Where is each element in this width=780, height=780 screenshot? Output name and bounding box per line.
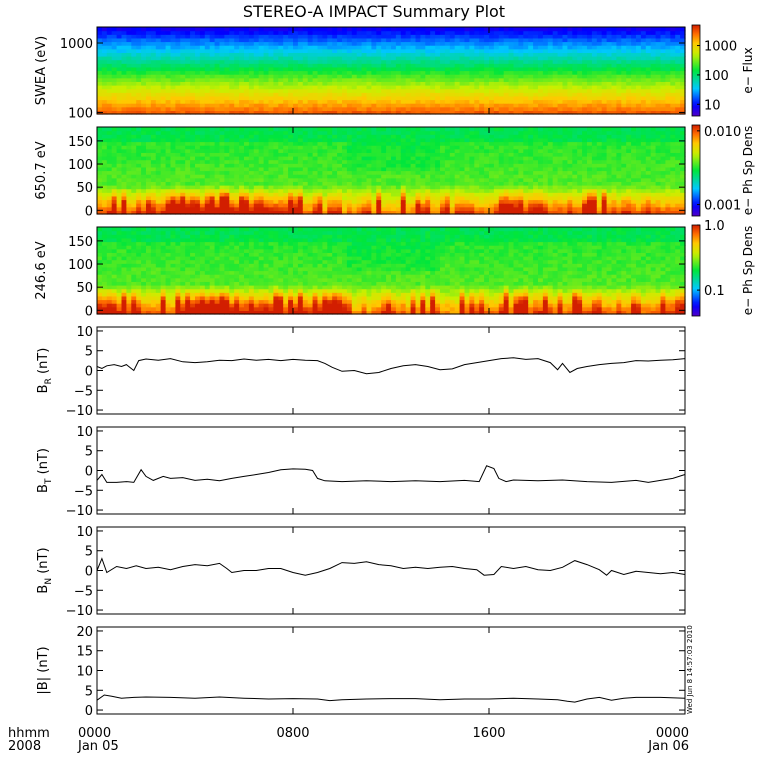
- y-tick-label: 20: [76, 625, 93, 640]
- y-tick-label: −10: [66, 404, 93, 419]
- y-tick-label: 0: [85, 465, 93, 480]
- colorbar-label: e− Flux: [741, 47, 755, 93]
- y-tick-label: 150: [68, 235, 93, 250]
- y-tick-label: 15: [76, 645, 93, 660]
- colorbar-tick-label: 100: [704, 69, 729, 84]
- time-axis-corner-label: 2008: [8, 739, 41, 754]
- y-tick-label: 0: [85, 704, 93, 719]
- y-axis-label: 246.6 eV: [34, 241, 49, 299]
- colorbar: [691, 24, 701, 117]
- y-axis-label: |B| (nT): [36, 646, 51, 694]
- time-axis-corner-label: hhmm: [8, 726, 50, 741]
- y-axis-label-main: B: [36, 384, 51, 393]
- line-panel-2: −10 −5 0 5 10 BT (nT): [36, 425, 686, 519]
- y-axis-label: SWEA (eV): [34, 36, 49, 105]
- y-tick-label: 0: [85, 204, 93, 219]
- y-tick-label: 100: [68, 258, 93, 273]
- y-tick-label: 0: [85, 365, 93, 380]
- y-tick-label: 150: [68, 135, 93, 150]
- series-line: [96, 694, 686, 703]
- y-axis-label-unit: (nT): [36, 646, 51, 676]
- y-axis-label-unit: (nT): [36, 348, 51, 378]
- colorbar-tick-label: 1.0: [704, 219, 725, 234]
- panel-frame: [96, 526, 686, 615]
- colorbar-tick-label: 0.1: [704, 284, 725, 299]
- series-line: [96, 465, 686, 483]
- y-tick-label: 10: [76, 425, 93, 440]
- y-tick-label: 50: [76, 181, 93, 196]
- line-panel-4: 0 5 10 15 20 |B| (nT): [36, 625, 686, 719]
- y-tick-label: −5: [74, 384, 93, 399]
- y-tick-label: 1000: [60, 37, 93, 52]
- y-tick-label: 0: [85, 565, 93, 580]
- colorbar-tick-label: 10: [704, 98, 721, 113]
- colorbar: [691, 224, 701, 317]
- series-line: [96, 357, 686, 375]
- line-panel-3: −10 −5 0 5 10 BN (nT): [36, 525, 686, 619]
- y-tick-label: 5: [85, 445, 93, 460]
- panel-frame: [96, 626, 686, 715]
- y-tick-label: −10: [66, 504, 93, 519]
- y-axis-label-main: B: [36, 585, 51, 594]
- colorbar-label: e− Ph Sp Dens: [741, 126, 755, 215]
- y-tick-label: 100: [68, 106, 93, 121]
- y-tick-label: 10: [76, 665, 93, 680]
- y-axis-label-sub: T: [44, 478, 54, 485]
- colorbar-label: e− Ph Sp Dens: [741, 226, 755, 315]
- timestamp: Wed Jun 8 14:57:03 2010: [686, 625, 694, 714]
- x-tick-label: 0000: [78, 726, 111, 741]
- panel-frame: [96, 326, 686, 415]
- y-axis-label-main: B: [36, 484, 51, 493]
- y-tick-label: −5: [74, 584, 93, 599]
- colorbar-tick-label: 1000: [704, 40, 737, 55]
- panel-frame: [96, 226, 686, 315]
- colorbar: [691, 124, 701, 217]
- spectrogram-panel-2: 0 50 100 150 650.7 eV 0.001 0.010 e− Ph Sp Dens: [34, 124, 755, 219]
- y-axis-label-main: |B|: [36, 677, 51, 695]
- y-tick-label: 10: [76, 325, 93, 340]
- y-tick-label: 10: [76, 525, 93, 540]
- y-axis-label: 650.7 eV: [34, 141, 49, 199]
- series-line: [96, 557, 686, 576]
- panel-frame: [96, 126, 686, 215]
- colorbar-tick-label: 0.010: [704, 125, 741, 140]
- x-tick-label: 0000: [656, 726, 689, 741]
- spectrogram-cells: [97, 27, 686, 115]
- spectrogram-cells: [97, 227, 686, 315]
- x-tick-label: 0800: [276, 726, 309, 741]
- spectrogram-panel-3: 0 50 100 150 246.6 eV 0.1 1.0 e− Ph Sp Dens: [34, 219, 755, 319]
- panel-frame: [96, 26, 686, 115]
- y-tick-label: 5: [85, 684, 93, 699]
- y-tick-label: 50: [76, 281, 93, 296]
- x-tick-sublabel: Jan 05: [77, 739, 119, 754]
- y-tick-label: 5: [85, 345, 93, 360]
- y-tick-label: −10: [66, 604, 93, 619]
- colorbar-tick-label: 0.001: [704, 199, 741, 214]
- y-tick-label: 0: [85, 304, 93, 319]
- x-tick-label: 1600: [472, 726, 505, 741]
- y-axis-label-unit: (nT): [36, 448, 51, 478]
- y-axis-label: BR (nT): [36, 348, 54, 394]
- plot-title: STEREO-A IMPACT Summary Plot: [243, 2, 505, 21]
- y-axis-label: BT (nT): [36, 448, 54, 493]
- spectrogram-cells: [97, 127, 686, 215]
- line-panel-1: −10 −5 0 5 10 BR (nT): [36, 325, 686, 419]
- y-tick-label: −5: [74, 484, 93, 499]
- x-tick-sublabel: Jan 06: [647, 739, 689, 754]
- y-axis-label-sub: N: [44, 578, 54, 585]
- y-tick-label: 5: [85, 545, 93, 560]
- spectrogram-panel-1: 100 1000 SWEA (eV) 10 100 1000 e− Flux: [34, 24, 755, 121]
- y-axis-label-unit: (nT): [36, 547, 51, 577]
- panel-frame: [96, 426, 686, 515]
- y-tick-label: 100: [68, 158, 93, 173]
- y-axis-label: BN (nT): [36, 547, 54, 593]
- y-axis-label-sub: R: [44, 378, 54, 384]
